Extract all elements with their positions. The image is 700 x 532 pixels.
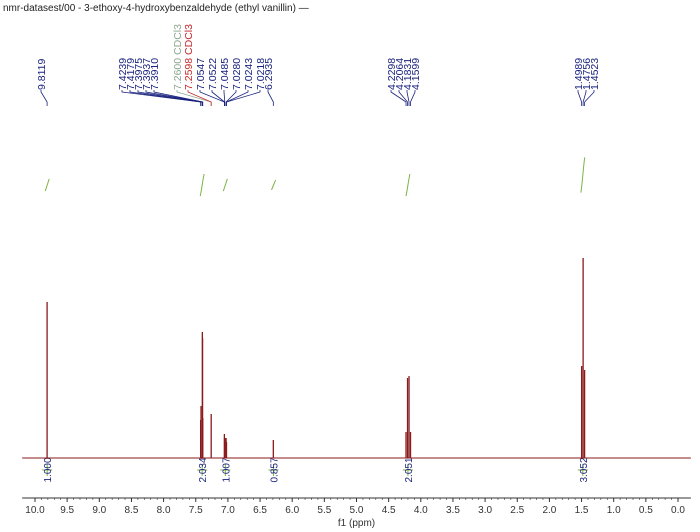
integral-value: 0.857 xyxy=(270,457,281,482)
peak-label: 4.1599 xyxy=(410,58,422,90)
x-tick-label: 9.5 xyxy=(60,505,74,516)
peak-label: 4.2064 xyxy=(394,58,406,90)
x-tick-label: 7.0 xyxy=(221,505,235,516)
peak-label: 7.3937 xyxy=(141,58,153,90)
peak-label: 7.2598 CDCl3 xyxy=(183,24,195,90)
integral-value: 3.052 xyxy=(579,457,590,482)
x-tick-label: 1.0 xyxy=(607,505,621,516)
peak-label: 7.4239 xyxy=(117,58,129,90)
integral-curve xyxy=(271,179,277,191)
peak-label: 7.4179 xyxy=(125,58,137,90)
integral-value: 1.007 xyxy=(221,457,232,482)
peak-label: 7.2600 CDCl3 xyxy=(172,24,184,90)
x-tick-label: 4.5 xyxy=(382,505,396,516)
integral-layer: 1.000 2.034 1.007 0.857 2.051 3.052 xyxy=(42,157,590,483)
peak-label: 7.3910 xyxy=(149,58,161,90)
x-tick-label: 6.0 xyxy=(285,505,299,516)
integral-curve xyxy=(44,178,50,192)
integral-value: 2.051 xyxy=(404,457,415,482)
integral-value: 2.034 xyxy=(198,457,209,482)
peak-label-connector xyxy=(267,90,274,106)
x-tick-label: 3.0 xyxy=(478,505,492,516)
x-tick-label: 2.5 xyxy=(510,505,524,516)
x-tick-label: 8.5 xyxy=(124,505,138,516)
x-tick-label: 8.0 xyxy=(157,505,171,516)
x-tick-label: 4.0 xyxy=(414,505,428,516)
peak-label-connector xyxy=(406,90,410,106)
peak-label-connector xyxy=(129,90,202,106)
integral-curve xyxy=(580,157,586,193)
integral-curve xyxy=(405,173,411,197)
peak-label: 6.2935 xyxy=(263,58,275,90)
peak-label: 7.0547 xyxy=(195,58,207,90)
x-tick-label: 2.0 xyxy=(542,505,556,516)
peak-label: 7.0522 xyxy=(207,58,219,90)
peak-label: 9.8119 xyxy=(36,59,48,90)
peak-label: 7.0485 xyxy=(219,58,231,90)
peak-label: 7.0243 xyxy=(243,58,255,90)
peak-label: 7.3975 xyxy=(133,58,145,90)
peak-label: 1.4756 xyxy=(581,58,593,90)
x-tick-label: 5.5 xyxy=(317,505,331,516)
x-tick-label: 9.0 xyxy=(92,505,106,516)
peak-label-connector xyxy=(410,90,416,106)
peak-label-connector xyxy=(153,90,204,106)
peak-label: 1.4989 xyxy=(573,58,585,90)
x-tick-label: 10.0 xyxy=(25,505,45,516)
chart-title: nmr-datasest/00 - 3-ethoxy-4-hydroxybenz… xyxy=(3,3,309,14)
peak-label-connector xyxy=(226,90,261,106)
integral-curve xyxy=(199,173,205,197)
peak-label: 7.0218 xyxy=(255,58,267,90)
integral-curve xyxy=(222,178,228,192)
x-tick-label: 5.0 xyxy=(350,505,364,516)
peak-label-connector xyxy=(584,90,595,106)
peak-label-connector xyxy=(577,90,583,106)
x-tick-label: 0.0 xyxy=(671,505,685,516)
peak-label-connector xyxy=(187,90,212,106)
integral-value: 1.000 xyxy=(43,457,54,482)
peak-label: 4.2298 xyxy=(386,58,398,90)
peak-label: 4.1831 xyxy=(402,58,414,90)
peak-label-connector xyxy=(223,90,226,106)
peak-label-connector xyxy=(390,90,407,106)
x-tick-label: 7.5 xyxy=(189,505,203,516)
x-tick-label: 6.5 xyxy=(253,505,267,516)
x-axis-label: f1 (ppm) xyxy=(338,518,375,529)
peak-label: 1.4523 xyxy=(589,58,601,90)
peak-label-connector xyxy=(40,90,48,106)
peak-label-connector xyxy=(398,90,408,106)
x-tick-label: 0.5 xyxy=(639,505,653,516)
spectrum-layer xyxy=(22,258,691,459)
peak-label: 7.0280 xyxy=(231,58,243,90)
x-tick-label: 1.5 xyxy=(575,505,589,516)
x-axis: 10.0 9.5 9.0 8.5 8.0 7.5 7.0 6.5 6.0 5.5 5.0 4.5 4.0… xyxy=(22,497,691,529)
x-tick-label: 3.5 xyxy=(446,505,460,516)
peak-label-connector xyxy=(582,90,587,106)
